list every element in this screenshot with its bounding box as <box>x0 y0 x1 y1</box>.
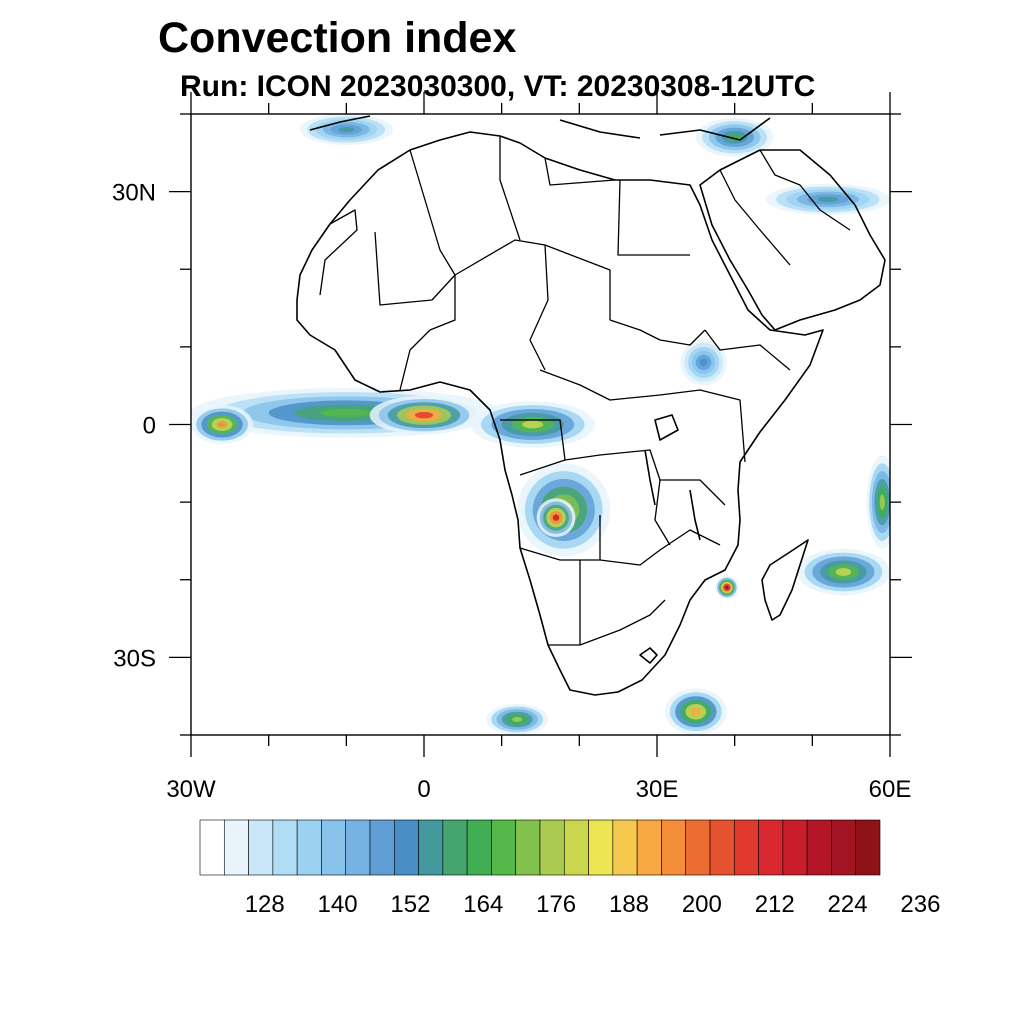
colorbar-swatch <box>806 819 832 876</box>
lon-label-60E: 60E <box>869 776 912 803</box>
convection-area-mozambique-channel-cyclone <box>715 575 739 600</box>
colorbar: 128 140 152 164 176 188 200 212 224 236 <box>199 819 940 918</box>
colorbar-label-188: 188 <box>609 891 649 918</box>
colorbar-swatch <box>321 819 347 876</box>
madagascar-coastline <box>761 539 809 621</box>
europe-coastline <box>309 115 771 141</box>
lat-label-0: 0 <box>143 413 156 440</box>
colorbar-label-152: 152 <box>390 891 430 918</box>
colorbar-label-212: 212 <box>755 891 795 918</box>
colorbar-swatch <box>199 819 225 876</box>
colorbar-swatch <box>685 819 711 876</box>
colorbar-label-224: 224 <box>828 891 868 918</box>
axis-labels: 30W 0 30E 60E 30N 0 30S <box>112 180 911 803</box>
colorbar-swatch <box>491 819 517 876</box>
colorbar-swatch <box>563 819 589 876</box>
lon-label-0: 0 <box>417 776 430 803</box>
colorbar-swatch <box>855 819 881 876</box>
lake-malawi <box>689 489 701 541</box>
colorbar-swatch <box>515 819 541 876</box>
lake-victoria <box>654 414 679 441</box>
colorbar-swatch <box>223 819 249 876</box>
colorbar-swatch <box>612 819 638 876</box>
lon-label-30W: 30W <box>166 776 216 803</box>
arabia-coastline <box>699 149 886 331</box>
colorbar-swatch <box>248 819 274 876</box>
convection-field <box>191 114 890 735</box>
lake-tanganyika <box>644 449 656 506</box>
africa-coastline <box>296 131 824 696</box>
colorbar-swatch <box>466 819 492 876</box>
colorbar-swatch <box>539 819 565 876</box>
colorbar-label-164: 164 <box>463 891 503 918</box>
colorbar-swatch <box>782 819 808 876</box>
convection-area-gulf-of-guinea-core <box>369 395 479 435</box>
convection-area-arabia-band <box>765 183 890 215</box>
colorbar-swatch <box>369 819 395 876</box>
country-borders <box>319 136 851 646</box>
convection-area-congo-basin <box>470 401 595 448</box>
lon-label-30E: 30E <box>636 776 679 803</box>
lesotho-border <box>639 647 658 664</box>
convection-area-angola-core <box>536 498 576 538</box>
convection-area-ethiopia <box>680 339 727 386</box>
colorbar-swatch <box>588 819 614 876</box>
convection-area-mediterranean-east <box>695 117 774 157</box>
convection-area-madagascar-east <box>796 548 890 596</box>
colorbar-swatch <box>345 819 371 876</box>
lat-label-30N: 30N <box>112 180 156 207</box>
lat-label-30S: 30S <box>113 645 156 672</box>
colorbar-swatch <box>758 819 784 876</box>
colorbar-swatch <box>831 819 857 876</box>
colorbar-label-176: 176 <box>536 891 576 918</box>
colorbar-swatch <box>733 819 759 876</box>
colorbar-swatch <box>661 819 687 876</box>
convection-area-south-atlantic-frontal <box>486 703 549 735</box>
convection-area-west-atlantic-cell <box>191 405 254 444</box>
land-outlines <box>296 115 886 696</box>
colorbar-swatch <box>272 819 298 876</box>
colorbar-label-128: 128 <box>245 891 285 918</box>
colorbar-label-236: 236 <box>900 891 940 918</box>
colorbar-swatch <box>709 819 735 876</box>
colorbar-swatch <box>442 819 468 876</box>
colorbar-swatch <box>296 819 322 876</box>
colorbar-swatch <box>418 819 444 876</box>
plot-title: Convection index <box>158 14 517 62</box>
axis-ticks <box>169 92 912 757</box>
colorbar-swatch <box>636 819 662 876</box>
colorbar-swatch <box>393 819 419 876</box>
plot-subtitle: Run: ICON 2023030300, VT: 20230308-12UTC <box>180 70 816 103</box>
colorbar-label-200: 200 <box>682 891 722 918</box>
colorbar-label-140: 140 <box>318 891 358 918</box>
convection-area-indian-ocean-east <box>866 455 890 549</box>
convection-area-south-africa-frontal <box>664 688 727 735</box>
